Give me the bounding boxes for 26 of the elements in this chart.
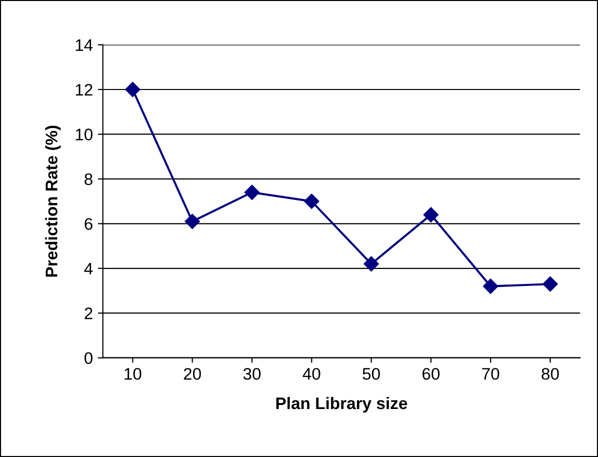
x-tick-label: 20 — [184, 368, 201, 380]
y-tick-label: 2 — [84, 308, 92, 320]
y-tick-label: 8 — [84, 173, 92, 186]
x-tick-label: 60 — [422, 368, 440, 380]
y-tick-label: 12 — [76, 84, 92, 96]
x-tick-label: 10 — [124, 368, 142, 380]
point — [423, 207, 439, 222]
x-tick-label: 30 — [243, 368, 261, 380]
y-tick-label: 14 — [76, 39, 93, 51]
x-tick-label: 50 — [362, 368, 380, 380]
point — [244, 184, 260, 200]
point — [125, 82, 140, 98]
point — [304, 194, 320, 209]
point — [542, 276, 558, 292]
x-axis-title: Plan Library size — [276, 396, 408, 413]
point — [483, 278, 498, 294]
y-tick-label: 0 — [84, 352, 92, 364]
y-tick-label: 4 — [84, 262, 93, 274]
x-tick-label: 80 — [542, 368, 559, 380]
x-tick-label: 70 — [482, 368, 500, 380]
x-tick-label: 40 — [302, 368, 320, 380]
y-tick-label: 10 — [76, 128, 92, 140]
point — [364, 256, 379, 272]
y-tick-label: 6 — [84, 218, 92, 230]
y-axis-title: Prediction Rate (%) — [45, 126, 61, 277]
point — [184, 214, 200, 230]
